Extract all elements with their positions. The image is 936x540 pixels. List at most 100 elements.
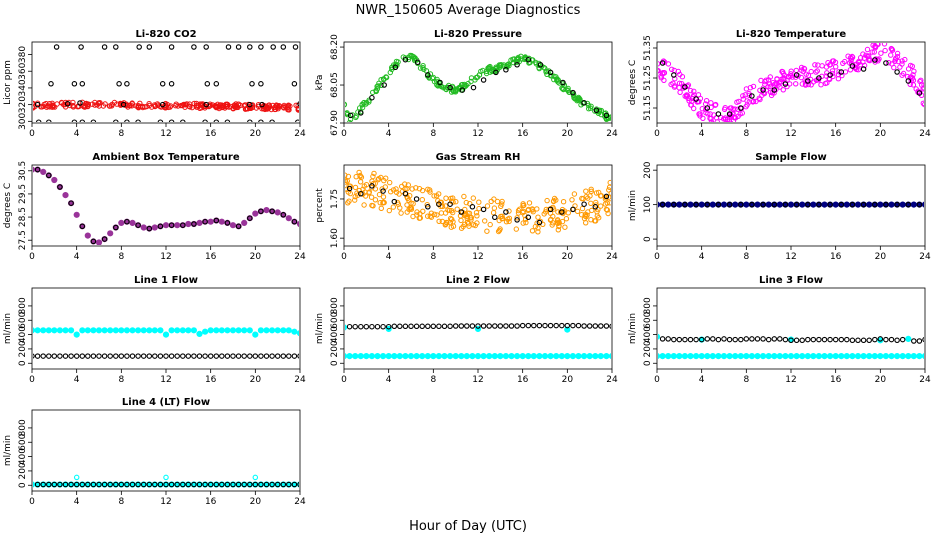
data-point (726, 201, 733, 208)
data-point (235, 44, 242, 50)
data-point (84, 327, 91, 334)
data-point (285, 327, 292, 334)
data-point (715, 353, 722, 360)
data-point (263, 103, 270, 110)
data-point (499, 201, 505, 207)
data-point (494, 198, 501, 205)
y-tick-label: 340 (18, 79, 28, 96)
data-point (902, 56, 908, 63)
data-point (107, 327, 114, 334)
data-point (168, 119, 175, 122)
data-point (64, 101, 71, 107)
data-point (124, 102, 130, 109)
data-point (107, 353, 113, 359)
data-point (79, 81, 86, 87)
data-point (368, 353, 376, 360)
data-point (163, 353, 169, 359)
data-point (669, 66, 675, 73)
data-point (274, 353, 281, 359)
data-point (911, 68, 917, 75)
data-point (430, 74, 436, 81)
data-point (763, 77, 769, 83)
x-tick-label: 16 (830, 129, 842, 139)
data-point (547, 206, 554, 213)
data-point (46, 481, 52, 488)
data-point (49, 100, 55, 107)
x-tick-label: 12 (472, 129, 483, 139)
data-point (506, 208, 512, 214)
data-point (380, 353, 387, 360)
data-point (799, 81, 805, 87)
data-point (280, 44, 287, 50)
y-tick-label: 400 (18, 448, 28, 465)
data-point (67, 327, 75, 334)
data-point (168, 353, 175, 359)
data-point (865, 53, 871, 60)
data-point (821, 353, 828, 360)
data-point (765, 336, 772, 343)
y-tick-label: 200 (18, 462, 28, 479)
data-point (787, 201, 795, 208)
data-point (767, 81, 773, 87)
data-point (920, 86, 924, 92)
panel-line-3-flow: Line 3 Flow ml/min 0 4 8 12 16 20 24 0 20040060080… (628, 275, 931, 385)
data-point (480, 323, 487, 329)
data-point (743, 353, 750, 360)
data-point (387, 69, 393, 76)
data-point (592, 323, 599, 329)
data-point (136, 104, 142, 110)
data-point (247, 44, 253, 50)
data-point (520, 209, 526, 216)
data-point (459, 87, 466, 93)
data-point (441, 353, 448, 360)
data-point (235, 481, 242, 488)
data-point (464, 323, 470, 329)
data-point (805, 201, 811, 208)
x-tick-label: 0 (341, 252, 347, 262)
x-tick-label: 0 (654, 375, 660, 385)
data-point (728, 120, 734, 122)
data-point (420, 208, 426, 215)
data-point (737, 353, 744, 360)
data-point (398, 210, 404, 216)
y-axis-label: degrees C (3, 183, 13, 228)
data-point (727, 112, 733, 118)
data-point (68, 481, 74, 488)
data-point (713, 101, 719, 108)
data-point (54, 101, 60, 107)
data-point (146, 481, 153, 488)
data-point (738, 336, 744, 343)
data-point (864, 46, 871, 53)
data-point (483, 70, 490, 77)
data-point (57, 481, 63, 488)
data-point (843, 353, 850, 360)
data-point (875, 43, 881, 48)
data-point (96, 481, 102, 488)
data-point (882, 353, 890, 360)
data-point (286, 481, 292, 488)
data-point (544, 197, 550, 204)
series-layer (658, 201, 924, 208)
data-point (385, 353, 392, 360)
data-point (757, 87, 763, 94)
data-point (569, 197, 575, 203)
y-tick-label: 67.90 (330, 110, 340, 136)
data-point (588, 217, 594, 223)
data-point (531, 322, 537, 329)
data-point (458, 217, 464, 224)
data-point (877, 201, 884, 208)
data-point (136, 44, 142, 50)
data-point (603, 323, 610, 329)
data-point (247, 481, 253, 488)
data-point (376, 176, 382, 182)
data-point (118, 353, 125, 359)
data-point (204, 81, 211, 87)
data-point (374, 353, 381, 360)
data-point (496, 64, 503, 71)
data-point (269, 119, 275, 122)
data-point (345, 186, 350, 192)
data-point (135, 353, 141, 359)
data-point (658, 61, 661, 67)
data-point (525, 206, 532, 213)
data-point (235, 327, 242, 334)
